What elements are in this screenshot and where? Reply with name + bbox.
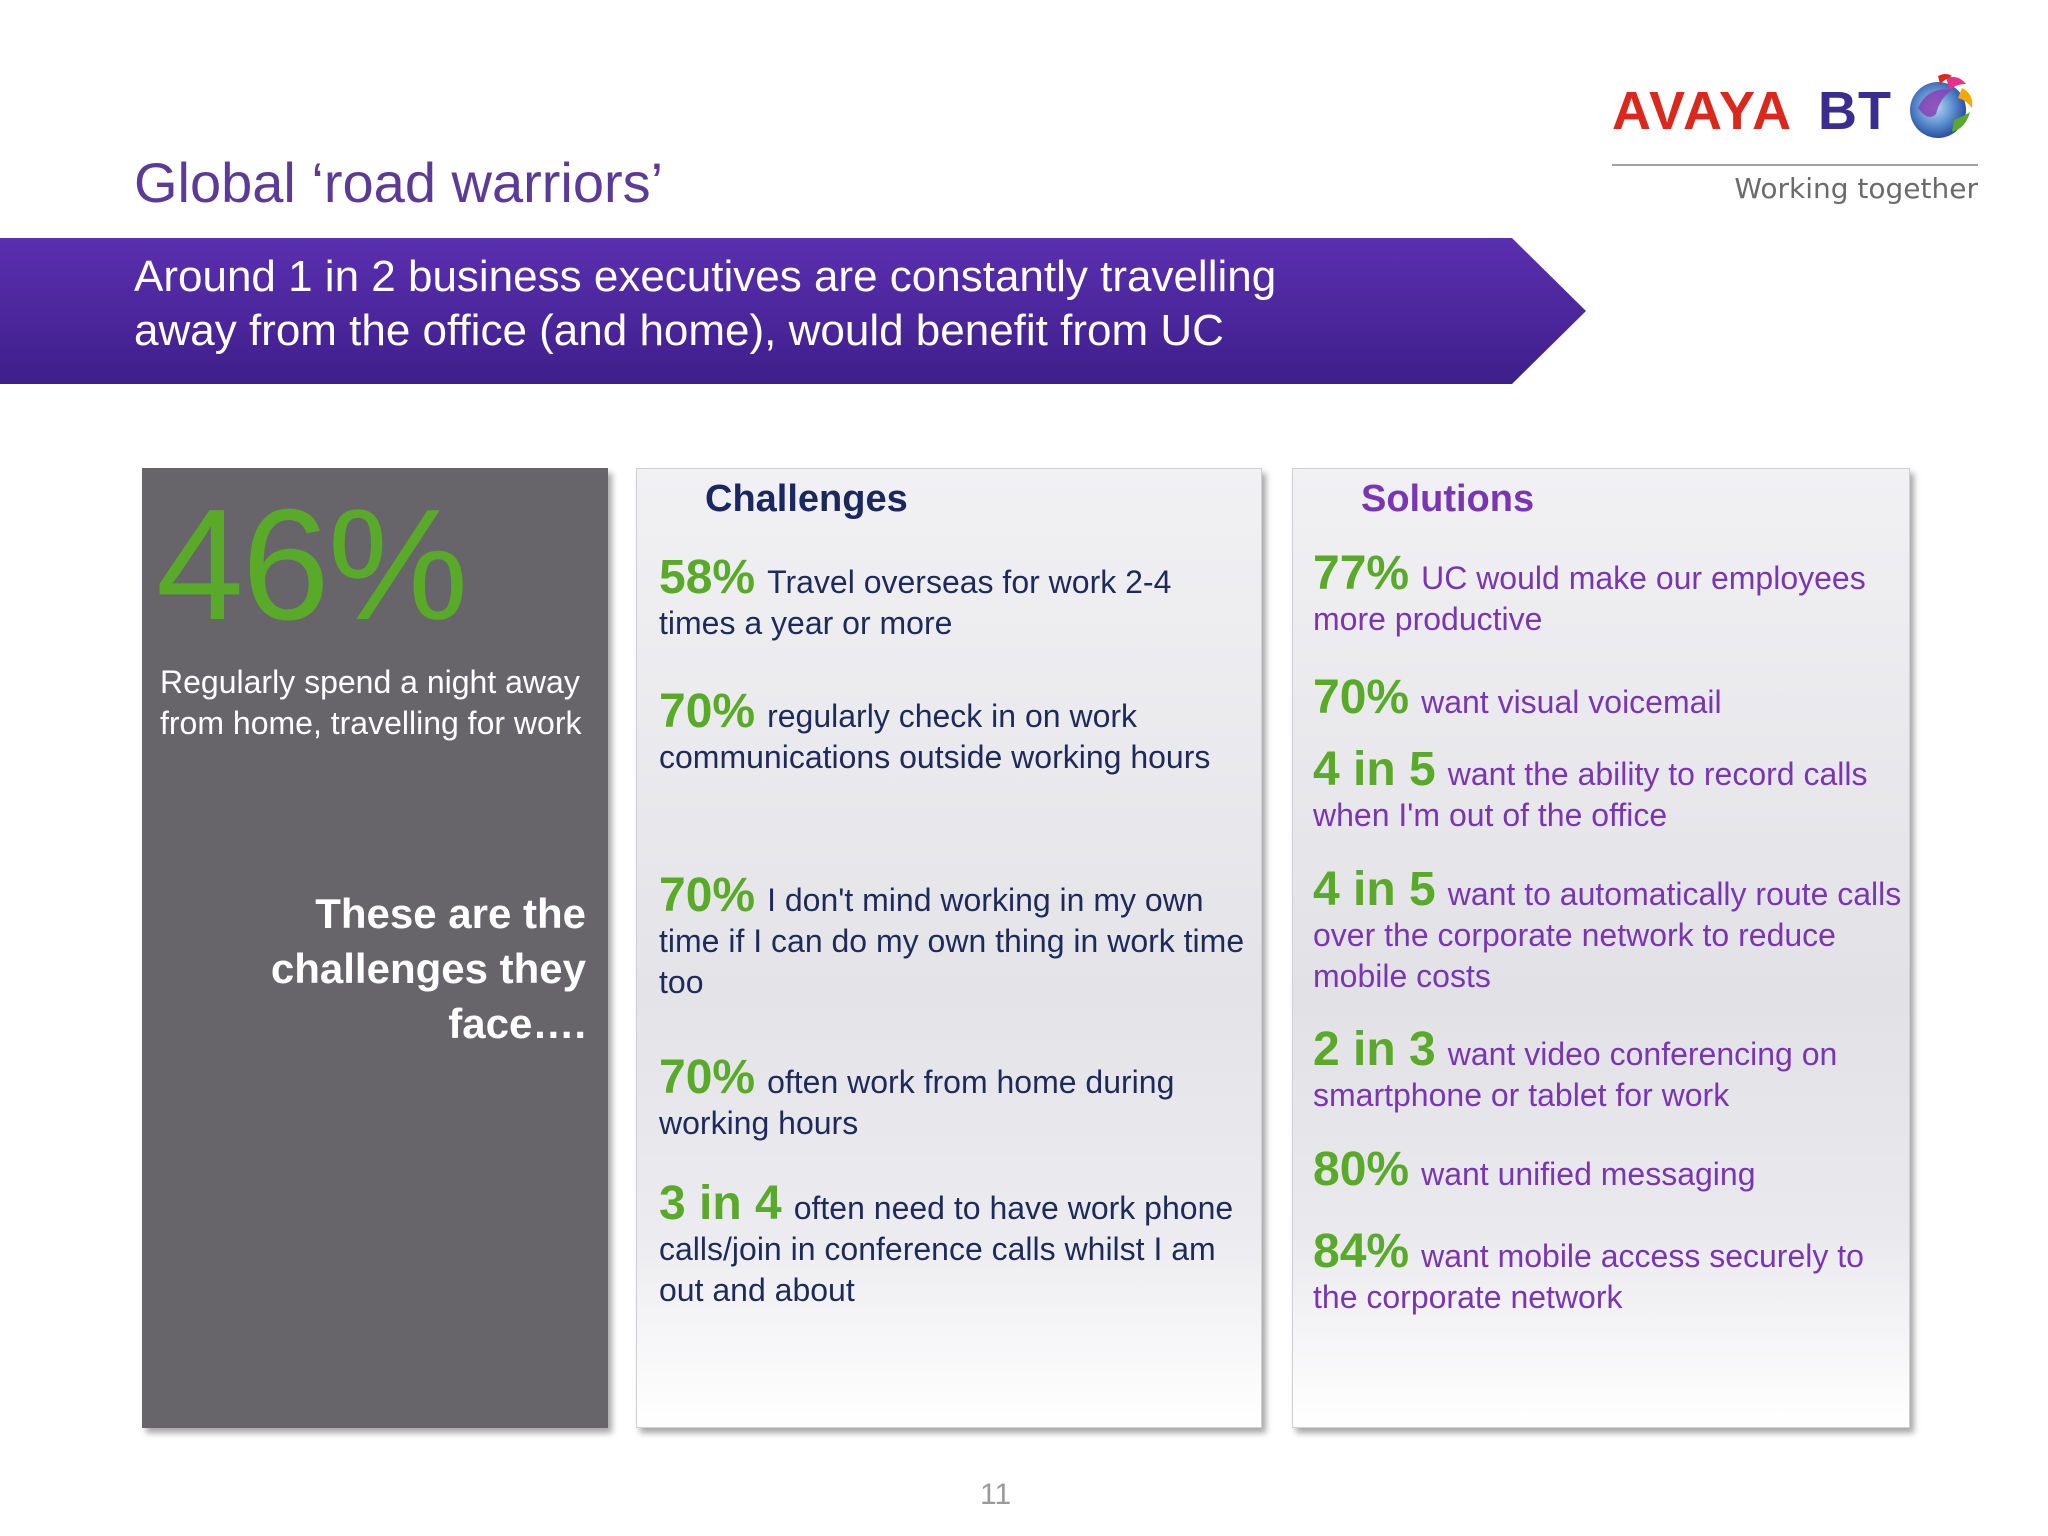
challenges-lead-in: These are the challenges they face….: [186, 886, 586, 1051]
logo-divider: [1612, 164, 1978, 166]
challenges-heading: Challenges: [705, 478, 908, 520]
lead-in-line-1: These are the: [315, 890, 586, 937]
banner-arrow-shape: [0, 238, 1586, 384]
challenge-item: 58% Travel overseas for work 2-4 times a …: [659, 554, 1249, 644]
challenge-figure: 58%: [659, 551, 756, 604]
challenge-figure: 70%: [659, 1051, 756, 1104]
challenge-text: I don't mind working in my own time if I…: [659, 882, 1245, 1000]
lead-in-line-2: challenges they: [270, 945, 586, 992]
challenge-figure: 70%: [659, 869, 756, 922]
solutions-heading: Solutions: [1361, 478, 1535, 520]
banner-text: Around 1 in 2 business executives are co…: [134, 250, 1414, 358]
challenge-text: Travel overseas for work 2-4 times a yea…: [659, 564, 1172, 641]
bt-logo: BT: [1818, 81, 1892, 141]
solution-figure: 4 in 5: [1313, 743, 1436, 796]
banner-line-2: away from the office (and home), would b…: [134, 306, 1224, 355]
solution-text: want video conferencing on smartphone or…: [1313, 1036, 1838, 1113]
solution-item: 4 in 5 want the ability to record calls w…: [1313, 746, 1903, 836]
page-title: Global ‘road warriors’: [134, 151, 664, 214]
solution-item: 77% UC would make our employees more prod…: [1313, 550, 1903, 640]
solution-text: want the ability to record calls when I'…: [1313, 756, 1868, 833]
solution-figure: 2 in 3: [1313, 1023, 1436, 1076]
logo-tagline: Working together: [1734, 172, 1978, 205]
solution-item: 70% want visual voicemail: [1313, 674, 1903, 723]
solution-figure: 70%: [1313, 671, 1410, 724]
solution-figure: 4 in 5: [1313, 863, 1436, 916]
headline-figure: 46%: [156, 477, 468, 653]
challenge-text: often need to have work phone calls/join…: [659, 1190, 1234, 1308]
solution-item: 4 in 5 want to automatically route calls …: [1313, 866, 1903, 997]
challenges-panel: Challenges 58% Travel overseas for work 2…: [636, 468, 1262, 1428]
avaya-logo: AVAYA: [1612, 81, 1794, 141]
solution-figure: 84%: [1313, 1225, 1410, 1278]
banner-line-1: Around 1 in 2 business executives are co…: [134, 252, 1277, 301]
solution-item: 80% want unified messaging: [1313, 1146, 1903, 1195]
challenge-text: regularly check in on work communication…: [659, 698, 1211, 775]
stat-panel: 46% Regularly spend a night away from ho…: [142, 468, 608, 1428]
challenge-item: 70% often work from home during working h…: [659, 1054, 1249, 1144]
headline-figure-caption: Regularly spend a night away from home, …: [160, 664, 582, 741]
challenge-text: often work from home during working hour…: [659, 1064, 1175, 1141]
solution-text: UC would make our employees more product…: [1313, 560, 1866, 637]
challenge-figure: 70%: [659, 685, 756, 738]
solution-figure: 77%: [1313, 547, 1410, 600]
challenge-figure: 3 in 4: [659, 1177, 782, 1230]
bt-globe-icon: [1910, 74, 1973, 138]
headline-banner: Around 1 in 2 business executives are co…: [0, 238, 1588, 384]
solution-text: want to automatically route calls over t…: [1313, 876, 1902, 994]
challenge-item: 70% I don't mind working in my own time i…: [659, 872, 1249, 1003]
page-number: 11: [980, 1478, 1012, 1511]
challenge-item: 3 in 4 often need to have work phone call…: [659, 1180, 1249, 1311]
solution-figure: 80%: [1313, 1143, 1410, 1196]
solution-text: want visual voicemail: [1421, 684, 1722, 720]
solution-text: want unified messaging: [1421, 1156, 1756, 1192]
solutions-panel: Solutions 77% UC would make our employees…: [1292, 468, 1910, 1428]
lead-in-line-3: face….: [448, 1000, 586, 1047]
challenge-item: 70% regularly check in on work communicat…: [659, 688, 1249, 778]
solution-item: 84% want mobile access securely to the co…: [1313, 1228, 1903, 1318]
solution-item: 2 in 3 want video conferencing on smartph…: [1313, 1026, 1903, 1116]
solution-text: want mobile access securely to the corpo…: [1313, 1238, 1864, 1315]
